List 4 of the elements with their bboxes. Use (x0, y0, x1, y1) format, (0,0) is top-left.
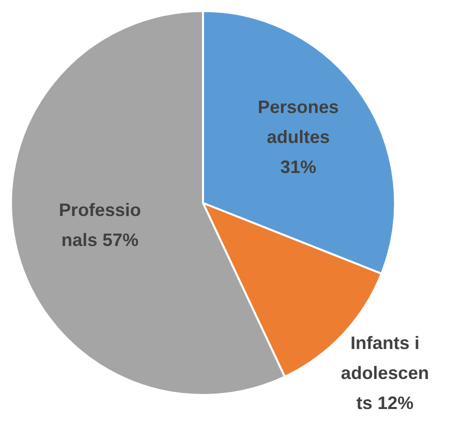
slice-label: Persones adultes (258, 97, 339, 148)
slice-label: Professionals 57% (58, 200, 141, 250)
data-label: 31% (280, 157, 316, 178)
slice-label: Infants i adolescents 12% (340, 332, 429, 413)
